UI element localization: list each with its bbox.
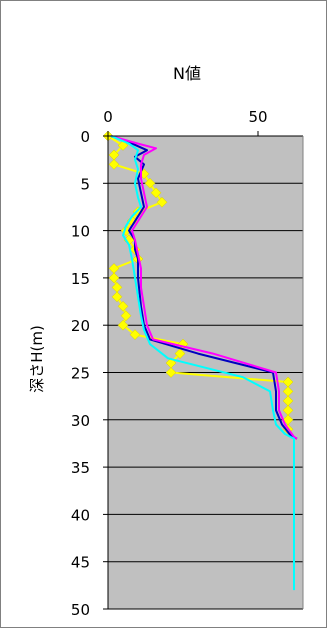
data-point [111, 291, 123, 303]
x-tick-label: 0 [103, 108, 113, 126]
data-point [120, 310, 132, 322]
data-point [117, 319, 129, 331]
y-tick-label: 45 [71, 554, 90, 572]
y-tick-label: 25 [71, 365, 90, 383]
data-point [117, 300, 129, 312]
y-tick-label: 0 [80, 128, 90, 146]
x-tick-labels: 0 50 [103, 108, 267, 126]
data-point [108, 159, 120, 170]
y-tick-label: 40 [71, 506, 90, 524]
y-tick-label: 20 [71, 317, 90, 335]
data-point [174, 348, 186, 359]
x-tick-label: 50 [248, 108, 267, 126]
data-point [108, 272, 120, 284]
grid-lines [108, 135, 303, 610]
data-point [156, 196, 168, 208]
series-layer [102, 130, 298, 591]
y-tick-labels: 0 5 10 15 20 25 30 35 40 45 50 [71, 128, 90, 619]
axes [103, 131, 304, 610]
series-line-2 [110, 135, 298, 440]
y-tick-label: 5 [80, 175, 90, 193]
y-tick-label: 30 [71, 412, 90, 430]
y-tick-label: 35 [71, 459, 90, 477]
y-axis-label: 深さH(m) [28, 325, 46, 393]
y-tick-label: 10 [71, 223, 90, 241]
data-point [165, 367, 177, 378]
data-point [144, 177, 156, 189]
chart-title: N値 [173, 64, 201, 83]
series-line-4 [110, 135, 295, 591]
y-tick-label: 50 [71, 601, 90, 619]
data-point [129, 329, 141, 341]
series-line-3 [110, 135, 298, 440]
y-tick-label: 15 [71, 270, 90, 288]
data-point [150, 187, 162, 199]
